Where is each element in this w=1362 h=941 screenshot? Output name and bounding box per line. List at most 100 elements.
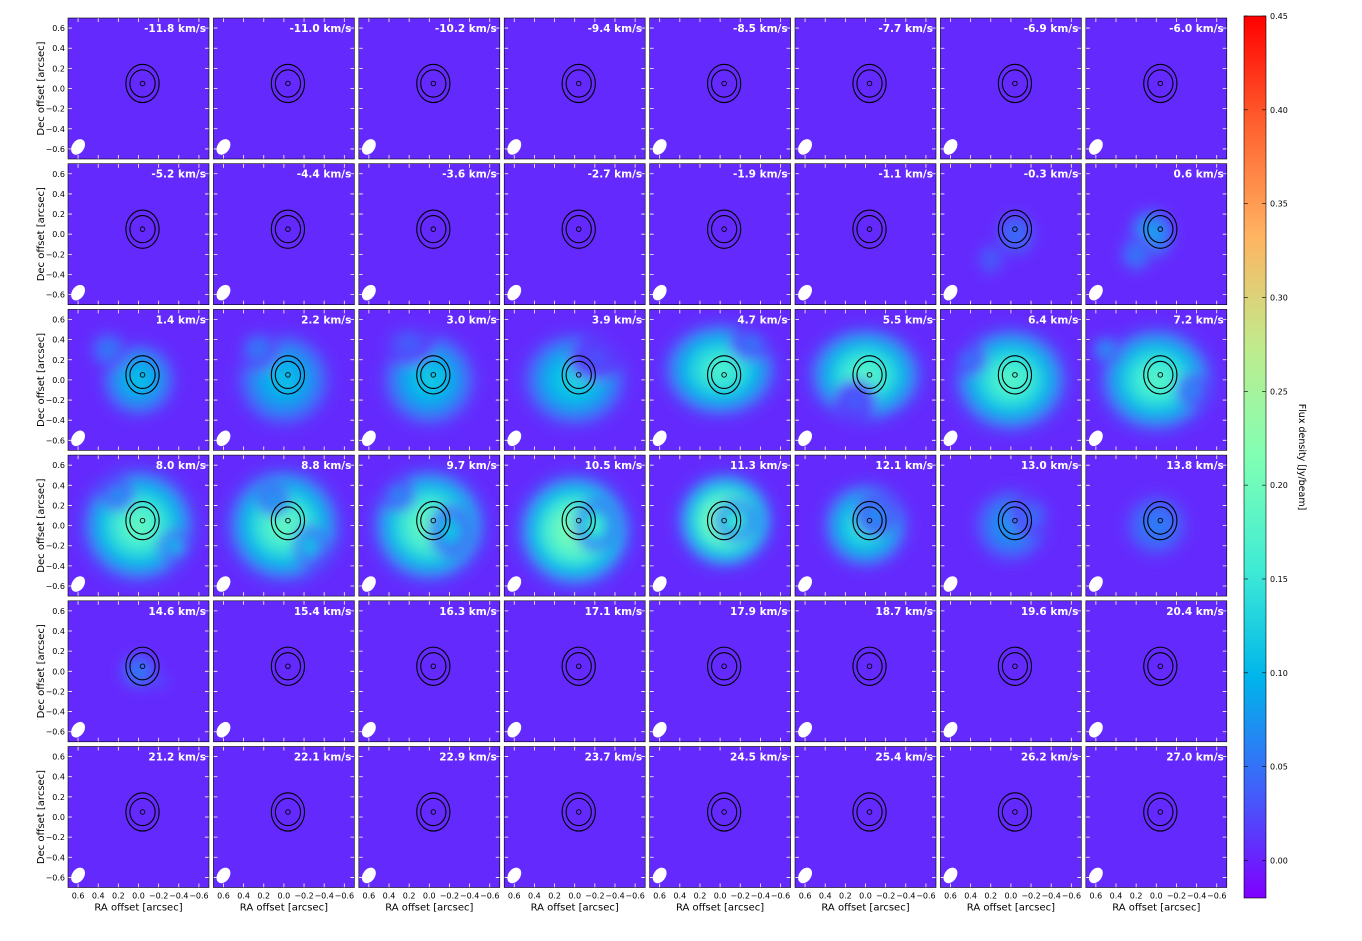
contour-outer bbox=[561, 63, 596, 104]
beam-ellipse bbox=[652, 284, 667, 301]
x-tick-label: −0.2 bbox=[731, 892, 750, 901]
contour-center bbox=[575, 809, 582, 815]
channel-panel: 1.4 km/s bbox=[67, 309, 210, 451]
y-tick-label: 0.0 bbox=[52, 230, 65, 239]
contour-inner bbox=[565, 506, 592, 535]
channel-panel: 22.9 km/s bbox=[358, 746, 501, 888]
contour-outer bbox=[270, 646, 306, 686]
channel-panel: 27.0 km/s bbox=[1085, 746, 1228, 888]
beam-ellipse bbox=[943, 576, 958, 592]
contour-outer bbox=[1143, 209, 1178, 249]
panel-frame bbox=[940, 600, 1082, 743]
contour-inner bbox=[1147, 215, 1174, 244]
beam-ellipse bbox=[798, 867, 812, 884]
panel-background bbox=[1085, 746, 1227, 888]
y-axis-label: Dec offset [arcsec] bbox=[36, 187, 47, 281]
channel-panel: 21.2 km/s bbox=[67, 746, 210, 888]
y-tick-label: 0.6 bbox=[52, 24, 65, 33]
beam-ellipse bbox=[71, 139, 85, 155]
y-tick-label: −0.2 bbox=[46, 687, 65, 696]
contour-center bbox=[285, 80, 291, 87]
velocity-label: 10.5 km/s bbox=[585, 460, 643, 472]
panel-frame bbox=[794, 17, 937, 160]
channel-panel: -6.9 km/s bbox=[940, 17, 1082, 160]
velocity-label: 26.2 km/s bbox=[1021, 752, 1079, 764]
x-tick-label: −0.2 bbox=[585, 892, 604, 901]
contour-inner bbox=[1001, 360, 1029, 390]
velocity-label: 3.9 km/s bbox=[592, 314, 642, 326]
contour-outer bbox=[416, 63, 451, 104]
y-tick-label: 0.4 bbox=[52, 336, 65, 345]
contour-outer bbox=[561, 500, 596, 541]
contour-inner bbox=[565, 360, 592, 390]
contour-center bbox=[866, 809, 873, 815]
emission-blob bbox=[170, 542, 177, 549]
panel-background bbox=[358, 18, 500, 159]
velocity-label: 24.5 km/s bbox=[730, 752, 788, 764]
beam-ellipse bbox=[943, 867, 958, 884]
panel-frame bbox=[358, 309, 501, 451]
velocity-label: 19.6 km/s bbox=[1021, 606, 1079, 618]
contour-inner bbox=[420, 215, 447, 244]
x-tick-label: 0.4 bbox=[528, 892, 541, 901]
velocity-label: -3.6 km/s bbox=[442, 169, 497, 181]
x-tick-label: 0.2 bbox=[1130, 892, 1143, 901]
velocity-label: 11.3 km/s bbox=[730, 460, 788, 472]
contour-inner bbox=[420, 797, 447, 827]
contour-center bbox=[430, 663, 437, 670]
beam-ellipse bbox=[71, 867, 85, 884]
emission-blob bbox=[1146, 228, 1157, 240]
contour-center bbox=[430, 372, 437, 378]
x-tick-label: −0.6 bbox=[1062, 892, 1081, 901]
contour-inner bbox=[274, 652, 302, 681]
channel-panel: 23.7 km/s bbox=[503, 746, 646, 888]
contour-inner bbox=[274, 69, 302, 98]
contour-outer bbox=[1143, 792, 1178, 832]
contour-outer bbox=[416, 646, 451, 686]
beam-ellipse bbox=[652, 576, 667, 592]
contour-outer bbox=[270, 63, 306, 104]
contour-outer bbox=[125, 646, 160, 686]
panel-frame bbox=[503, 600, 646, 743]
y-tick-label: 0.2 bbox=[52, 356, 65, 365]
x-tick-label: 0.6 bbox=[217, 892, 230, 901]
colorbar-tick-label: 0.05 bbox=[1270, 763, 1288, 772]
x-tick-label: 0.6 bbox=[363, 892, 376, 901]
x-axis-label: RA offset [arcsec] bbox=[531, 903, 619, 914]
velocity-label: 2.2 km/s bbox=[301, 314, 351, 326]
contour-center bbox=[575, 372, 582, 378]
x-tick-label: 0.6 bbox=[72, 892, 85, 901]
contour-center bbox=[721, 226, 727, 232]
velocity-label: -6.0 km/s bbox=[1169, 23, 1224, 35]
panel-frame bbox=[503, 17, 646, 160]
channel-panel: 11.3 km/s bbox=[649, 454, 791, 597]
x-axis-label: RA offset [arcsec] bbox=[94, 903, 182, 914]
panel-frame bbox=[940, 17, 1082, 160]
channel-panel: -10.2 km/s bbox=[358, 17, 501, 160]
panel-frame bbox=[213, 309, 355, 451]
channel-panel: -1.9 km/s bbox=[649, 163, 791, 305]
contour-inner bbox=[856, 360, 883, 390]
emission-blob bbox=[1132, 250, 1140, 259]
channel-panel: 20.4 km/s bbox=[1085, 600, 1228, 743]
y-axis-label: Dec offset [arcsec] bbox=[36, 333, 47, 427]
velocity-label: -10.2 km/s bbox=[435, 23, 497, 35]
contour-center bbox=[1012, 663, 1018, 670]
emission-blob bbox=[104, 345, 113, 354]
velocity-label: 0.6 km/s bbox=[1174, 169, 1224, 181]
beam-ellipse bbox=[361, 430, 376, 447]
channel-panel: -2.7 km/s bbox=[503, 163, 646, 305]
contour-outer bbox=[1143, 646, 1178, 686]
contour-inner bbox=[274, 215, 302, 244]
x-tick-label: 0.4 bbox=[237, 892, 250, 901]
contour-inner bbox=[710, 797, 738, 827]
contour-outer bbox=[852, 646, 887, 686]
contour-center bbox=[139, 517, 146, 524]
velocity-label: -6.9 km/s bbox=[1024, 23, 1079, 35]
panel-background bbox=[649, 163, 791, 305]
channel-panel: -1.1 km/s bbox=[794, 163, 937, 305]
y-tick-label: −0.6 bbox=[46, 436, 65, 445]
x-tick-label: 0.2 bbox=[839, 892, 852, 901]
y-tick-label: −0.4 bbox=[46, 853, 65, 862]
velocity-label: -11.0 km/s bbox=[289, 23, 351, 35]
